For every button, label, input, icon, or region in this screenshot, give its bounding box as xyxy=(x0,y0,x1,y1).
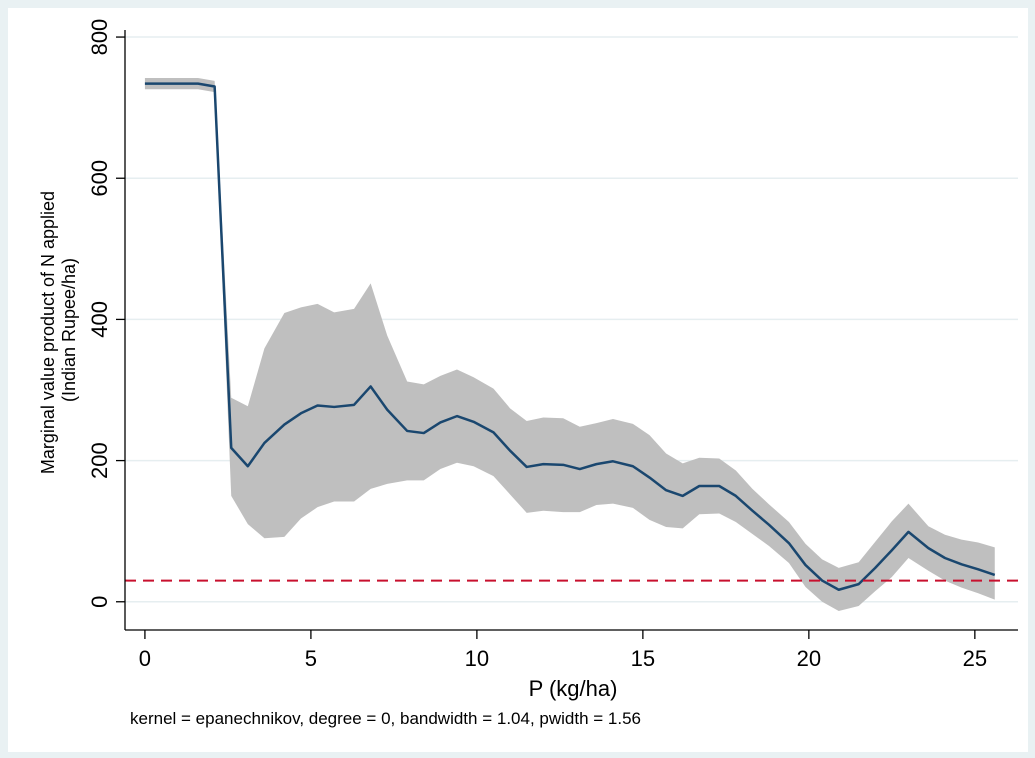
x-tick-label-20: 20 xyxy=(797,646,821,671)
y-axis-title: Marginal value product of N applied (Ind… xyxy=(38,186,79,474)
plot-area xyxy=(8,8,1028,752)
x-tick-label-25: 25 xyxy=(963,646,987,671)
y-axis-title-line-1: Marginal value product of N applied xyxy=(38,191,58,474)
y-tick-label-0: 0 xyxy=(87,596,112,608)
y-tick-label-400: 400 xyxy=(87,301,112,338)
x-tick-label-15: 15 xyxy=(631,646,655,671)
axes: 0 200 400 600 800 0 5 10 15 20 25 xyxy=(87,19,1018,671)
y-tick-label-200: 200 xyxy=(87,442,112,479)
chart-note: kernel = epanechnikov, degree = 0, bandw… xyxy=(130,709,641,728)
x-tick-label-10: 10 xyxy=(465,646,489,671)
x-axis-title: P (kg/ha) xyxy=(529,676,618,701)
y-tick-label-600: 600 xyxy=(87,160,112,197)
x-tick-label-0: 0 xyxy=(139,646,151,671)
confidence-band xyxy=(144,78,995,611)
x-tick-label-5: 5 xyxy=(305,646,317,671)
confidence-band-layer xyxy=(144,78,995,611)
series-line-layer xyxy=(144,82,996,592)
series-line xyxy=(144,82,996,592)
y-tick-label-800: 800 xyxy=(87,19,112,56)
y-axis-title-line-2: (Indian Rupee/ha) xyxy=(59,258,79,402)
